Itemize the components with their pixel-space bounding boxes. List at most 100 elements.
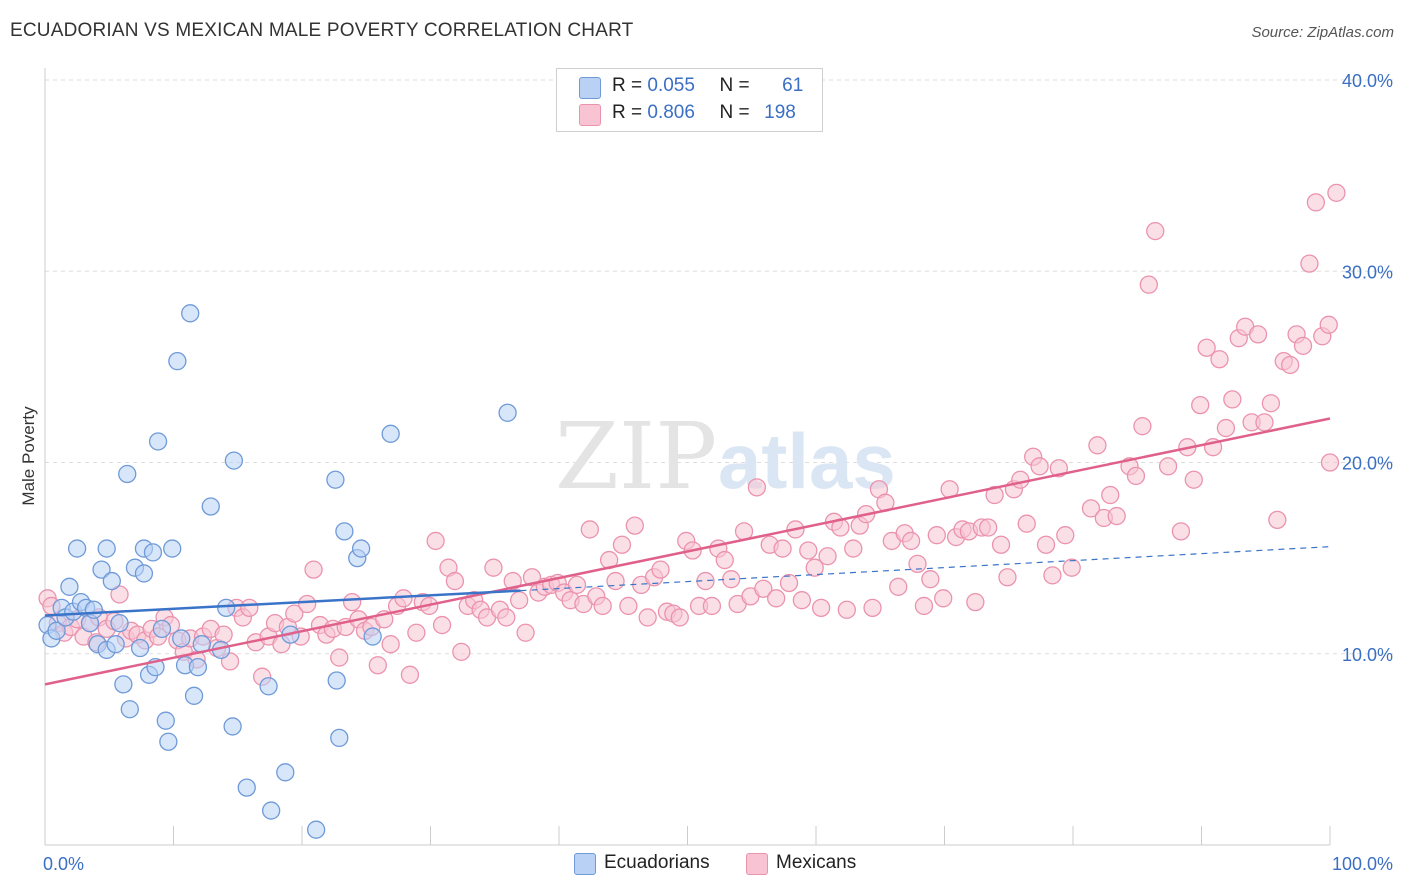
trend-layer — [44, 417, 1331, 686]
mexicans-point — [805, 558, 824, 577]
mexicans-point — [1268, 510, 1287, 530]
ecuadorians-point — [259, 677, 278, 696]
legend-n-label: N = — [719, 102, 750, 123]
ecuadorians-point — [106, 635, 125, 654]
ecuadorians-point — [102, 571, 121, 591]
ecuadorians-trendline — [44, 589, 521, 617]
mexicans-point — [1062, 558, 1081, 577]
mexicans-point — [1107, 506, 1126, 526]
mexicans-point — [985, 485, 1004, 505]
mexicans-point — [432, 615, 452, 635]
ecuadorians-point — [363, 627, 382, 646]
mexicans-point — [1210, 350, 1229, 369]
mexicans-point — [619, 596, 638, 616]
mexicans-point — [792, 591, 812, 610]
mexicans-point — [1056, 526, 1075, 545]
legend-r-label: R = — [612, 75, 643, 96]
mexicans-point — [1030, 457, 1049, 476]
mexicans-point — [1017, 514, 1036, 533]
x-tick-label: 100.0% — [1332, 854, 1393, 874]
ecuadorians-point — [110, 614, 129, 633]
mexicans-point — [863, 598, 882, 617]
mexicans-point — [779, 573, 799, 593]
mexicans-point — [1306, 193, 1326, 212]
ecuadorians-point — [67, 539, 87, 558]
ecuadorians-point — [120, 700, 139, 719]
mexicans-point — [799, 541, 818, 560]
mexicans-point — [908, 554, 927, 574]
ecuadorians-point — [381, 424, 400, 443]
ecuadorians-point — [97, 539, 116, 558]
mexicans-point — [1293, 336, 1313, 355]
mexicans-point — [1216, 418, 1236, 438]
mexicans-point — [715, 550, 734, 570]
mexicans-point — [1133, 417, 1152, 436]
mexicans-point — [516, 623, 535, 642]
mexicans-point — [1146, 221, 1165, 241]
ecuadorians-point — [134, 564, 154, 583]
mexicans-point — [754, 579, 773, 598]
mexicans-point — [368, 656, 387, 675]
mexicans-trendline — [44, 417, 1331, 686]
ecuadorians-point — [327, 671, 346, 690]
mexicans-point — [1223, 390, 1242, 409]
mexicans-point — [998, 568, 1017, 587]
ecuadorians-points — [38, 304, 517, 839]
legend-n-label: N = — [719, 75, 750, 96]
mexicans-point — [1319, 315, 1338, 334]
source-label: Source: ZipAtlas.com — [1251, 24, 1394, 41]
mexicans-point — [1255, 413, 1274, 432]
ecuadorians-point — [118, 464, 137, 484]
mexicans-point — [497, 608, 516, 627]
mexicans-point — [638, 608, 657, 627]
mexicans-point — [844, 539, 863, 558]
mexicans-point — [934, 589, 953, 608]
mexicans-point — [452, 642, 471, 661]
mexicans-point — [606, 571, 625, 591]
ecuadorians-point — [326, 470, 345, 489]
mexicans-point — [407, 623, 426, 642]
mexicans-point — [1158, 457, 1178, 476]
ecuadorians-point — [172, 629, 191, 648]
ecuadorians-point — [498, 403, 517, 422]
ecuadorians-point — [47, 621, 66, 640]
mexicans-point — [914, 596, 934, 616]
ecuadorians-point — [237, 778, 256, 797]
y-tick-label: 30.0% — [1342, 262, 1393, 282]
mexicans-point — [1043, 566, 1062, 585]
ecuadorians-point — [92, 560, 111, 579]
ecuadorians-label: Ecuadorians — [604, 852, 710, 873]
mexicans-point — [1327, 183, 1346, 202]
mexicans-point — [1139, 275, 1158, 294]
mexicans-point — [1191, 395, 1210, 415]
mexicans-point — [1300, 254, 1319, 273]
mexicans-points — [38, 183, 1346, 686]
ecuadorians-swatch — [574, 853, 596, 875]
mexicans-point — [702, 596, 722, 616]
ecuadorians-point — [188, 657, 208, 677]
ecuadorians-point — [143, 543, 163, 562]
watermark: ZIP atlas — [555, 403, 896, 510]
ecuadorians-point — [163, 539, 182, 558]
mexicans-swatch — [579, 104, 601, 126]
ecuadorians-point — [335, 522, 354, 541]
legend-n-value: 61 — [782, 75, 804, 96]
mexicans-point — [651, 560, 670, 579]
ecuadorians-point — [330, 728, 349, 748]
mexicans-point — [747, 478, 767, 497]
y-axis-title: Male Poverty — [19, 406, 38, 506]
mexicans-point — [445, 571, 465, 591]
mexicans-point — [285, 604, 304, 623]
ecuadorians-point — [156, 711, 175, 730]
mexicans-point — [1126, 466, 1146, 486]
ecuadorians-point — [181, 304, 200, 323]
mexicans-point — [297, 594, 317, 614]
mexicans-point — [767, 589, 786, 608]
ecuadorians-point — [262, 801, 281, 820]
ecuadorians-point — [184, 686, 204, 705]
mexicans-point — [670, 608, 689, 627]
mexicans-point — [921, 570, 940, 589]
mexicans-point — [400, 665, 420, 684]
ecuadorians-point — [152, 619, 172, 639]
